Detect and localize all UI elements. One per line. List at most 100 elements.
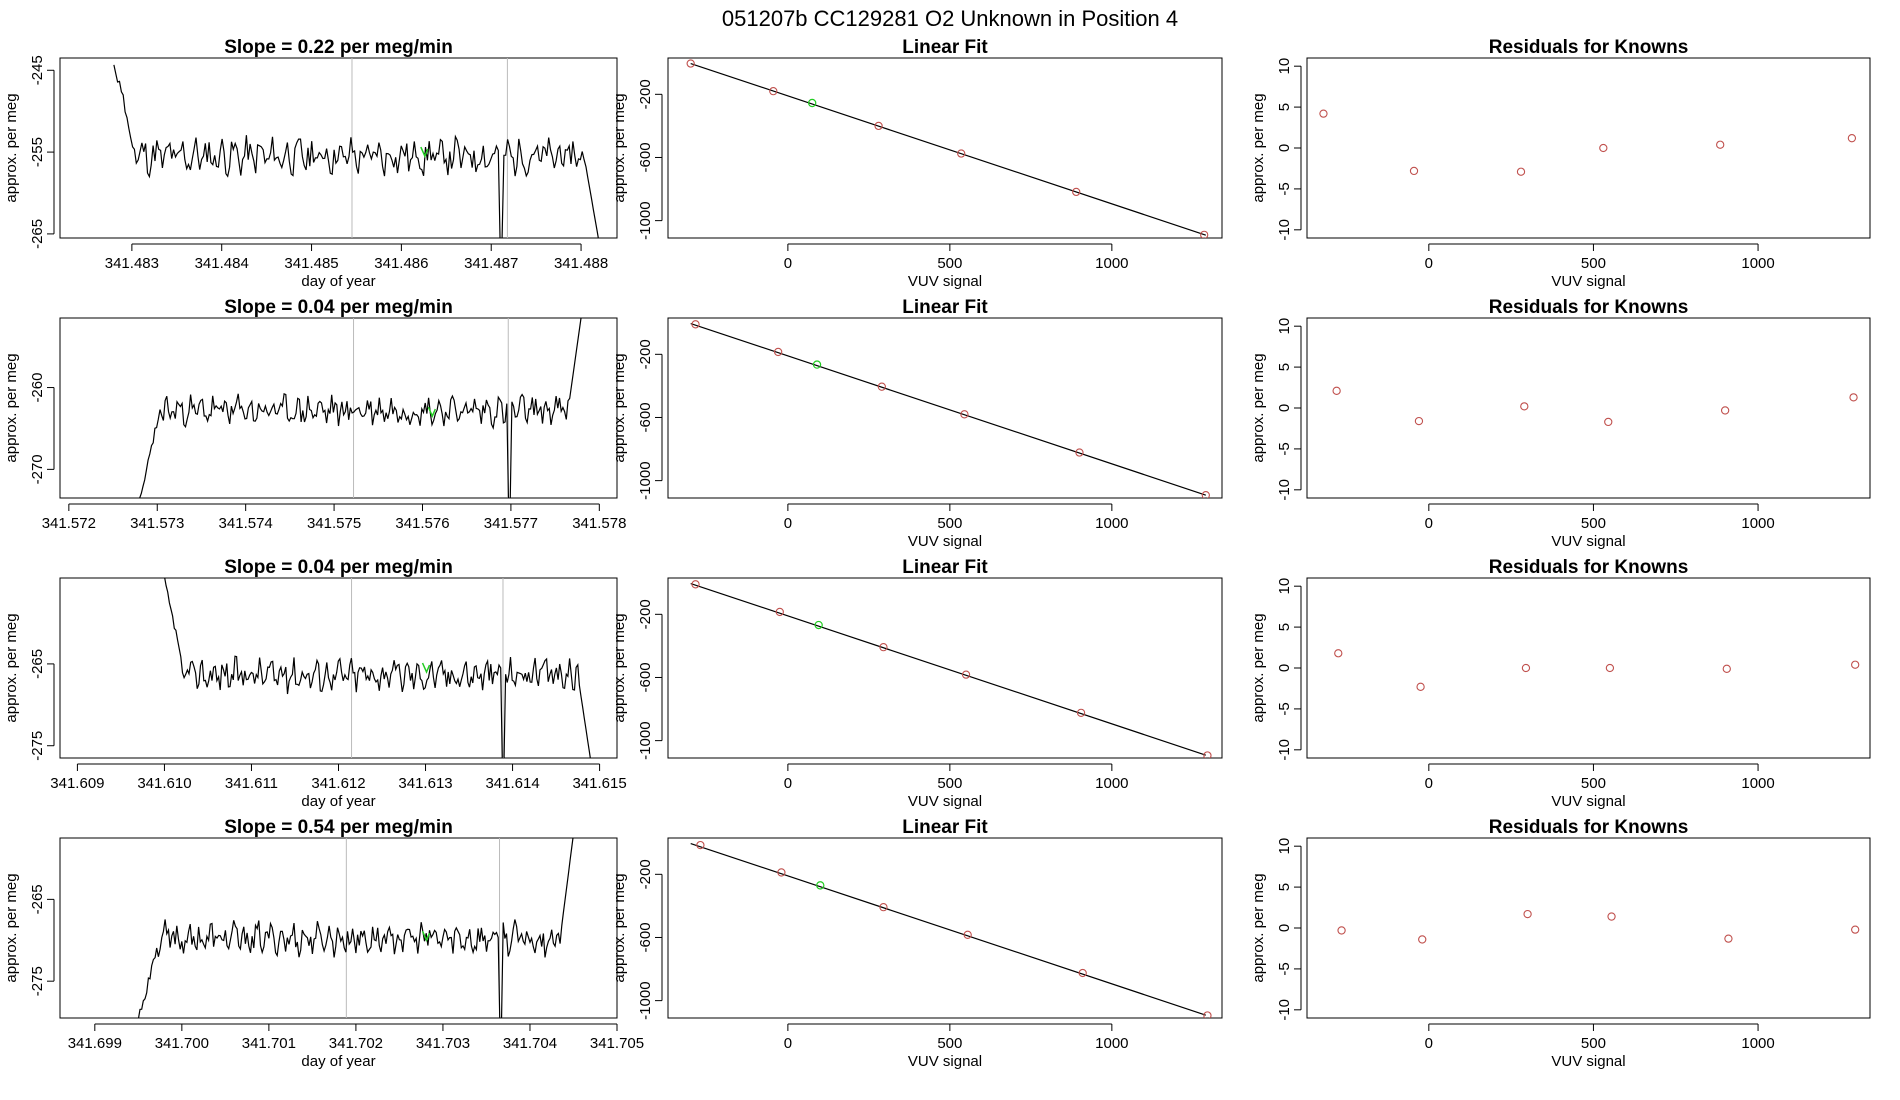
x-axis-label: VUV signal bbox=[1551, 1053, 1625, 1070]
data-series-line bbox=[113, 64, 599, 238]
panel-timeseries-row2: Slope = 0.04 per meg/min 341.572 341.573 34… bbox=[3, 297, 626, 532]
y-axis-label: approx. per meg bbox=[611, 353, 628, 462]
x-tick-label: 500 bbox=[937, 515, 962, 532]
panel-timeseries-row1: Slope = 0.22 per meg/min 341.483 341.484 34… bbox=[3, 37, 618, 290]
x-axis-label: day of year bbox=[301, 793, 375, 810]
y-tick-label: -5 bbox=[1276, 442, 1293, 455]
x-tick-label: 341.613 bbox=[398, 775, 452, 792]
x-axis-label: VUV signal bbox=[908, 273, 982, 290]
x-tick-label: 341.700 bbox=[155, 1035, 209, 1052]
y-tick-label: -200 bbox=[637, 79, 654, 109]
known-point bbox=[691, 580, 700, 589]
residual-point bbox=[1716, 140, 1725, 149]
x-tick-label: 341.487 bbox=[464, 255, 518, 272]
x-axis-label: day of year bbox=[301, 1053, 375, 1070]
y-axis-label: approx. per meg bbox=[611, 93, 628, 202]
x-tick-label: 341.485 bbox=[284, 255, 338, 272]
y-axis-label: approx. per meg bbox=[1250, 353, 1267, 462]
panel-title: Slope = 0.54 per meg/min bbox=[224, 817, 453, 838]
fit-line bbox=[690, 582, 1206, 756]
x-tick-label: 1000 bbox=[1741, 775, 1774, 792]
residual-point bbox=[1332, 386, 1341, 395]
unknown-point bbox=[816, 881, 825, 890]
data-series-line bbox=[139, 318, 582, 498]
plot-area bbox=[113, 58, 599, 238]
y-tick-label: -245 bbox=[29, 55, 46, 85]
panel-fit-row1: Linear Fit 0 500 1000 VUV signal -200 -600 -100… bbox=[611, 37, 1223, 290]
x-axis-label: VUV signal bbox=[908, 793, 982, 810]
y-axis-label: approx. per meg bbox=[611, 873, 628, 982]
known-point bbox=[960, 410, 969, 419]
panel-timeseries-row4: Slope = 0.54 per meg/min 341.699 341.700 34… bbox=[3, 817, 644, 1070]
x-tick-label: 341.615 bbox=[572, 775, 626, 792]
x-tick-label: 0 bbox=[784, 775, 792, 792]
residual-point bbox=[1516, 167, 1526, 176]
x-tick-label: 1000 bbox=[1741, 1035, 1774, 1052]
y-tick-label: -200 bbox=[637, 859, 654, 889]
panel-title: Linear Fit bbox=[902, 557, 988, 578]
plot-frame bbox=[667, 317, 1223, 499]
unknown-point bbox=[814, 620, 823, 630]
y-tick-label: 10 bbox=[1276, 318, 1293, 335]
y-tick-label: -255 bbox=[29, 137, 46, 167]
x-tick-label: 500 bbox=[1581, 775, 1606, 792]
plot-area bbox=[164, 578, 591, 758]
y-axis-label: approx. per meg bbox=[611, 613, 628, 722]
unknown-point bbox=[807, 98, 817, 108]
y-tick-label: 5 bbox=[1276, 103, 1293, 111]
y-tick-label: -10 bbox=[1276, 479, 1293, 501]
x-tick-label: 341.575 bbox=[307, 515, 361, 532]
y-tick-label: 0 bbox=[1276, 404, 1293, 412]
panel-title: Residuals for Knowns bbox=[1489, 817, 1689, 838]
x-tick-label: 1000 bbox=[1095, 255, 1128, 272]
known-point bbox=[1201, 491, 1210, 498]
x-tick-label: 341.483 bbox=[105, 255, 159, 272]
y-tick-label: -265 bbox=[29, 649, 46, 679]
panel-title: Linear Fit bbox=[902, 297, 988, 318]
residual-point bbox=[1520, 402, 1529, 411]
x-tick-label: 0 bbox=[1425, 1035, 1433, 1052]
known-point bbox=[1076, 708, 1086, 717]
plot-frame bbox=[1306, 317, 1871, 499]
x-tick-label: 1000 bbox=[1741, 515, 1774, 532]
residual-point bbox=[1599, 143, 1608, 153]
x-axis-label: VUV signal bbox=[908, 533, 982, 550]
panel-residuals-row3: Residuals for Knowns 0 500 1000 VUV signal 10… bbox=[1250, 557, 1871, 810]
x-axis-label: day of year bbox=[301, 273, 375, 290]
known-point bbox=[879, 643, 888, 652]
y-tick-label: -265 bbox=[29, 884, 46, 914]
plot-frame bbox=[667, 57, 1223, 239]
x-tick-label: 341.611 bbox=[225, 775, 278, 792]
x-tick-label: 341.705 bbox=[590, 1035, 644, 1052]
panel-title: Slope = 0.04 per meg/min bbox=[224, 557, 453, 578]
known-point bbox=[1200, 230, 1209, 238]
panel-title: Residuals for Knowns bbox=[1489, 557, 1689, 578]
y-tick-label: 10 bbox=[1276, 58, 1293, 75]
panel-title: Linear Fit bbox=[902, 37, 988, 58]
plot-frame bbox=[59, 577, 618, 759]
residual-point bbox=[1414, 416, 1424, 426]
y-tick-label: -270 bbox=[29, 454, 46, 484]
x-tick-label: 1000 bbox=[1095, 1035, 1128, 1052]
panel-fit-row4: Linear Fit 0 500 1000 VUV signal -200 -600 -100… bbox=[611, 817, 1223, 1070]
x-tick-label: 341.578 bbox=[572, 515, 626, 532]
known-point bbox=[774, 347, 783, 357]
plot-frame bbox=[59, 57, 618, 239]
unknown-point bbox=[812, 360, 822, 369]
residual-point bbox=[1724, 934, 1733, 943]
x-tick-label: 341.484 bbox=[195, 255, 249, 272]
x-tick-label: 0 bbox=[784, 515, 792, 532]
unknown-sample-marker bbox=[420, 146, 429, 158]
y-tick-label: -600 bbox=[637, 662, 654, 692]
y-axis-label: approx. per meg bbox=[1250, 873, 1267, 982]
y-tick-label: 0 bbox=[1276, 144, 1293, 152]
plot-area bbox=[1319, 109, 1857, 176]
residual-point bbox=[1607, 912, 1616, 921]
panel-title: Residuals for Knowns bbox=[1489, 297, 1689, 318]
plot-frame bbox=[59, 837, 618, 1019]
x-tick-label: 341.610 bbox=[137, 775, 191, 792]
known-point bbox=[963, 930, 972, 939]
x-tick-label: 500 bbox=[1581, 255, 1606, 272]
panel-residuals-row4: Residuals for Knowns 0 500 1000 VUV signal 10… bbox=[1250, 817, 1871, 1070]
